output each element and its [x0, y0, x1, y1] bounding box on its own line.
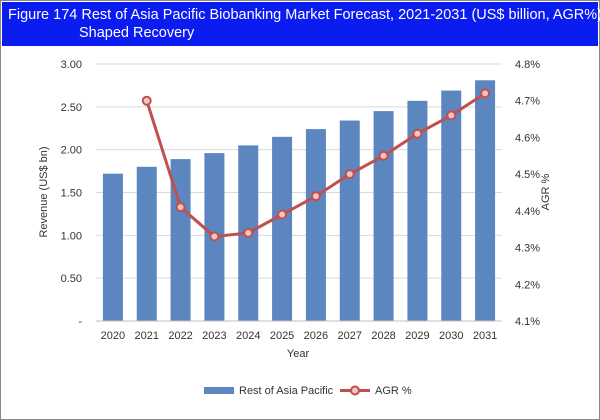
- agr-line-series: [141, 88, 491, 242]
- y2-tick-label: 4.2%: [515, 279, 540, 291]
- x-tick-label: 2027: [338, 330, 362, 342]
- figure-title-line-2: Shaped Recovery: [79, 25, 195, 41]
- bar: [373, 111, 394, 321]
- y2-tick-label: 4.5%: [515, 169, 540, 181]
- agr-point: [446, 110, 457, 121]
- y2-tick-label: 4.6%: [515, 132, 540, 144]
- legend: Rest of Asia Pacific AGR %: [204, 385, 412, 397]
- y-tick-label: 1.00: [61, 230, 82, 242]
- y2-axis-label: AGR %: [540, 173, 552, 210]
- y-tick-label: 2.00: [61, 145, 82, 157]
- y2-tick-label: 4.7%: [515, 96, 540, 108]
- bar-series: [102, 80, 496, 321]
- agr-point: [310, 191, 321, 202]
- figure-title-bar: Figure 174 Rest of Asia Pacific Biobanki…: [2, 2, 600, 46]
- gridlines: [96, 63, 502, 322]
- agr-point: [141, 95, 152, 106]
- x-tick-label: 2026: [304, 330, 328, 342]
- x-tick-label: 2029: [405, 330, 429, 342]
- bar: [339, 120, 360, 321]
- legend-bar-label: Rest of Asia Pacific: [239, 385, 334, 397]
- bar: [305, 129, 326, 321]
- y-tick-label: 2.50: [61, 102, 82, 114]
- agr-point: [480, 88, 491, 99]
- x-tick-label: 2024: [236, 330, 260, 342]
- x-axis-label: Year: [287, 348, 310, 360]
- agr-point: [412, 128, 423, 139]
- legend-line-marker: [350, 385, 360, 396]
- agr-point: [344, 169, 355, 180]
- bar: [272, 136, 293, 321]
- legend-line-label: AGR %: [375, 385, 412, 397]
- bar: [475, 80, 496, 321]
- y-tick-label: 1.50: [61, 188, 82, 200]
- x-tick-label: 2030: [439, 330, 463, 342]
- agr-point: [175, 202, 186, 213]
- y2-tick-label: 4.1%: [515, 316, 540, 328]
- bar: [102, 173, 123, 321]
- y2-tick-label: 4.3%: [515, 243, 540, 255]
- x-tick-label: 2023: [202, 330, 226, 342]
- y-axis-label: Revenue (US$ bn): [38, 146, 50, 237]
- bar: [170, 159, 191, 321]
- bar: [136, 166, 157, 321]
- figure-title-line-1: Figure 174 Rest of Asia Pacific Biobanki…: [8, 7, 600, 23]
- axes: - 0.50 1.00 1.50 2.00 2.50 3.00 4.1% 4.2% 4.3% 4.4…: [61, 59, 541, 342]
- bar: [407, 100, 428, 321]
- y-tick-label: 3.00: [61, 59, 82, 71]
- agr-point: [209, 231, 220, 242]
- y-tick-label: -: [78, 316, 82, 328]
- y-tick-label: 0.50: [61, 273, 82, 285]
- legend-bar-swatch: [204, 387, 234, 394]
- y2-tick-label: 4.8%: [515, 59, 540, 71]
- agr-point: [277, 209, 288, 220]
- bar: [441, 90, 462, 321]
- x-tick-label: 2028: [371, 330, 395, 342]
- x-tick-label: 2022: [168, 330, 192, 342]
- agr-point: [378, 150, 389, 161]
- x-tick-label: 2021: [135, 330, 159, 342]
- agr-point: [243, 227, 254, 238]
- x-tick-label: 2020: [101, 330, 125, 342]
- x-tick-label: 2025: [270, 330, 294, 342]
- x-tick-label: 2031: [473, 330, 497, 342]
- y2-tick-label: 4.4%: [515, 206, 540, 218]
